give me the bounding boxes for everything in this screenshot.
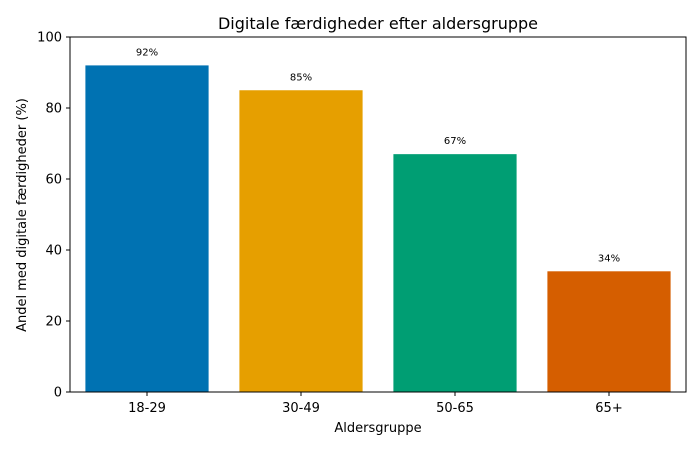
data-label-50-65: 67%	[444, 136, 466, 147]
x-tick-label-30-49: 30-49	[282, 401, 320, 416]
y-tick-label-100: 100	[37, 31, 62, 46]
x-tick-label-18-29: 18-29	[128, 401, 166, 416]
data-label-65+: 34%	[598, 253, 620, 264]
x-tick-label-65+: 65+	[595, 401, 622, 416]
bar-30-49	[239, 90, 363, 392]
plot-frame	[69, 36, 687, 393]
bar-18-29	[85, 65, 209, 393]
data-label-30-49: 85%	[290, 72, 312, 83]
chart-title: Digitale færdigheder efter aldersgruppe	[218, 14, 538, 33]
plot-area: 92% 85% 67% 34%	[85, 47, 671, 393]
y-tick-label-60: 60	[45, 173, 62, 188]
y-axis-label: Andel med digitale færdigheder (%)	[15, 98, 30, 332]
bar-50-65	[393, 154, 517, 392]
bar-65+	[547, 271, 671, 392]
y-tick-label-80: 80	[45, 102, 62, 117]
y-tick-label-20: 20	[45, 315, 62, 330]
x-tick-label-50-65: 50-65	[436, 401, 474, 416]
x-axis-label: Aldersgruppe	[334, 421, 421, 436]
y-tick-label-0: 0	[54, 386, 62, 401]
data-label-18-29: 92%	[136, 47, 158, 58]
y-tick-label-40: 40	[45, 244, 62, 259]
axes: 18-29 30-49 50-65 65+ 0 20 40 60 80 100	[37, 31, 687, 416]
